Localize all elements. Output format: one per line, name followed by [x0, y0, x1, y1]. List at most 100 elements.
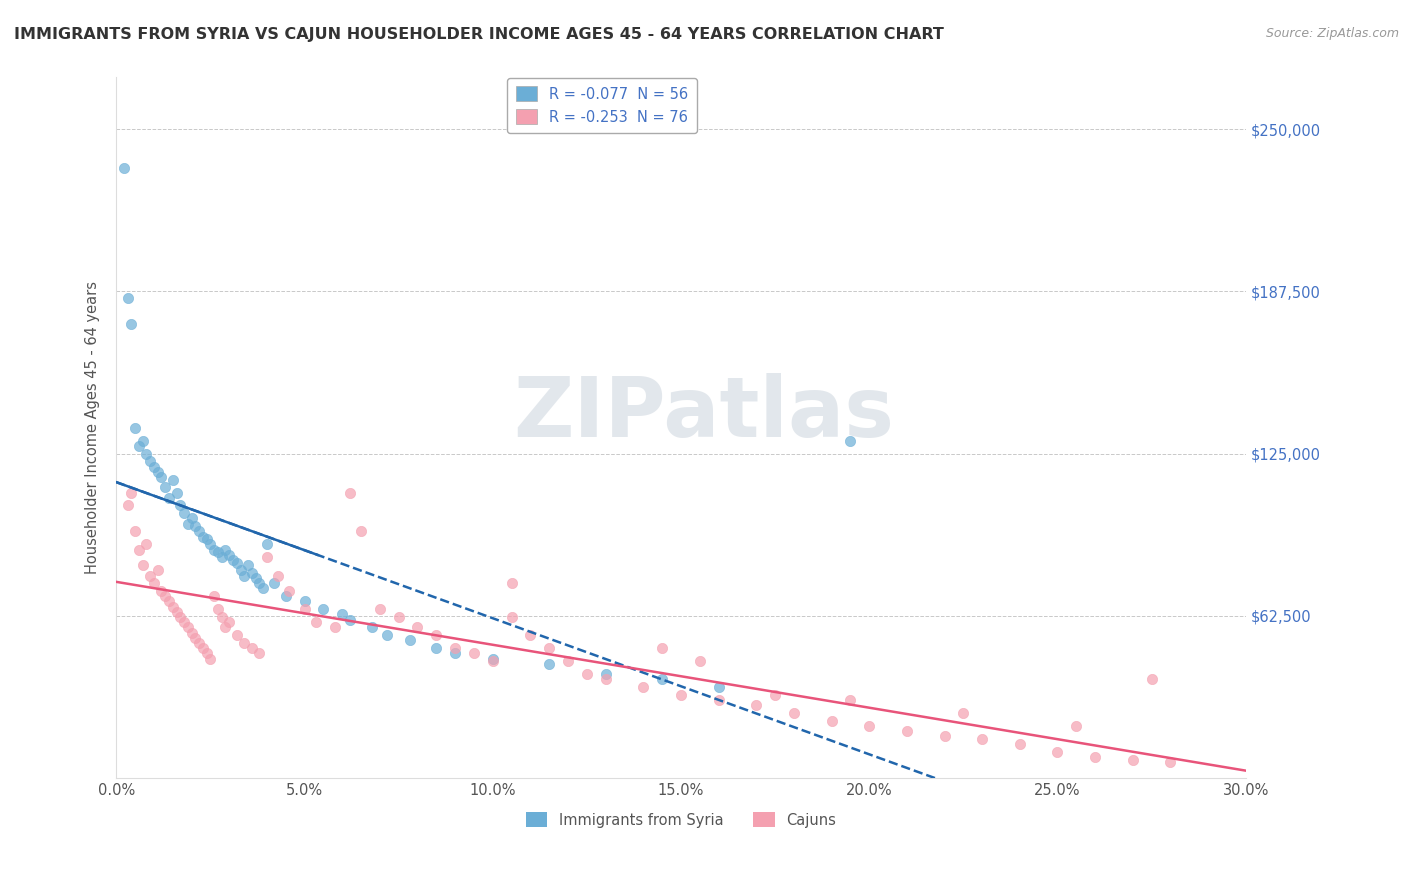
Point	[1122, 753, 1144, 767]
Point	[184, 519, 207, 533]
Point	[117, 499, 139, 513]
Point	[162, 599, 184, 614]
Point	[294, 594, 316, 608]
Point	[633, 680, 655, 694]
Point	[195, 532, 218, 546]
Point	[180, 625, 202, 640]
Point	[651, 673, 673, 687]
Point	[350, 524, 373, 539]
Point	[202, 542, 225, 557]
Point	[972, 731, 994, 746]
Point	[247, 576, 270, 591]
Point	[135, 537, 157, 551]
Point	[689, 654, 711, 668]
Point	[169, 610, 191, 624]
Point	[245, 571, 267, 585]
Point	[146, 465, 169, 479]
Point	[763, 688, 786, 702]
Point	[294, 602, 316, 616]
Point	[207, 602, 229, 616]
Point	[263, 576, 285, 591]
Point	[406, 620, 429, 634]
Point	[218, 548, 240, 562]
Point	[388, 610, 411, 624]
Text: Source: ZipAtlas.com: Source: ZipAtlas.com	[1265, 27, 1399, 40]
Point	[169, 499, 191, 513]
Point	[595, 673, 617, 687]
Point	[236, 558, 259, 573]
Point	[131, 434, 153, 448]
Point	[222, 553, 245, 567]
Point	[481, 651, 503, 665]
Point	[211, 610, 233, 624]
Point	[575, 667, 598, 681]
Point	[375, 628, 398, 642]
Point	[142, 459, 165, 474]
Legend: Immigrants from Syria, Cajuns: Immigrants from Syria, Cajuns	[520, 806, 842, 834]
Point	[200, 537, 222, 551]
Point	[896, 724, 918, 739]
Point	[207, 545, 229, 559]
Point	[135, 447, 157, 461]
Point	[274, 589, 297, 603]
Point	[150, 470, 173, 484]
Point	[120, 317, 142, 331]
Point	[934, 730, 956, 744]
Point	[361, 620, 384, 634]
Point	[139, 454, 162, 468]
Point	[820, 714, 842, 728]
Text: IMMIGRANTS FROM SYRIA VS CAJUN HOUSEHOLDER INCOME AGES 45 - 64 YEARS CORRELATION: IMMIGRANTS FROM SYRIA VS CAJUN HOUSEHOLD…	[14, 27, 943, 42]
Point	[225, 628, 247, 642]
Point	[247, 646, 270, 660]
Point	[858, 719, 880, 733]
Point	[783, 706, 806, 720]
Point	[139, 568, 162, 582]
Point	[538, 657, 561, 671]
Point	[128, 439, 150, 453]
Point	[157, 491, 180, 505]
Point	[519, 628, 541, 642]
Point	[707, 693, 730, 707]
Point	[162, 473, 184, 487]
Point	[595, 667, 617, 681]
Point	[233, 568, 256, 582]
Point	[399, 633, 422, 648]
Point	[839, 434, 862, 448]
Point	[501, 576, 523, 591]
Point	[128, 542, 150, 557]
Point	[211, 550, 233, 565]
Point	[146, 563, 169, 577]
Point	[651, 641, 673, 656]
Point	[669, 688, 692, 702]
Point	[229, 563, 252, 577]
Point	[557, 654, 579, 668]
Point	[166, 605, 188, 619]
Point	[1066, 719, 1088, 733]
Text: ZIPatlas: ZIPatlas	[513, 373, 894, 454]
Point	[155, 480, 177, 494]
Point	[240, 566, 263, 580]
Point	[330, 607, 353, 622]
Point	[368, 602, 391, 616]
Point	[124, 524, 146, 539]
Point	[305, 615, 328, 630]
Point	[267, 568, 290, 582]
Point	[444, 646, 467, 660]
Point	[155, 589, 177, 603]
Point	[1159, 756, 1181, 770]
Point	[233, 636, 256, 650]
Point	[1046, 745, 1069, 759]
Point	[214, 620, 236, 634]
Point	[184, 631, 207, 645]
Point	[173, 615, 195, 630]
Point	[157, 594, 180, 608]
Point	[218, 615, 240, 630]
Point	[191, 530, 214, 544]
Point	[463, 646, 485, 660]
Point	[312, 602, 335, 616]
Point	[745, 698, 768, 713]
Point	[195, 646, 218, 660]
Point	[173, 506, 195, 520]
Point	[339, 485, 361, 500]
Y-axis label: Householder Income Ages 45 - 64 years: Householder Income Ages 45 - 64 years	[86, 281, 100, 574]
